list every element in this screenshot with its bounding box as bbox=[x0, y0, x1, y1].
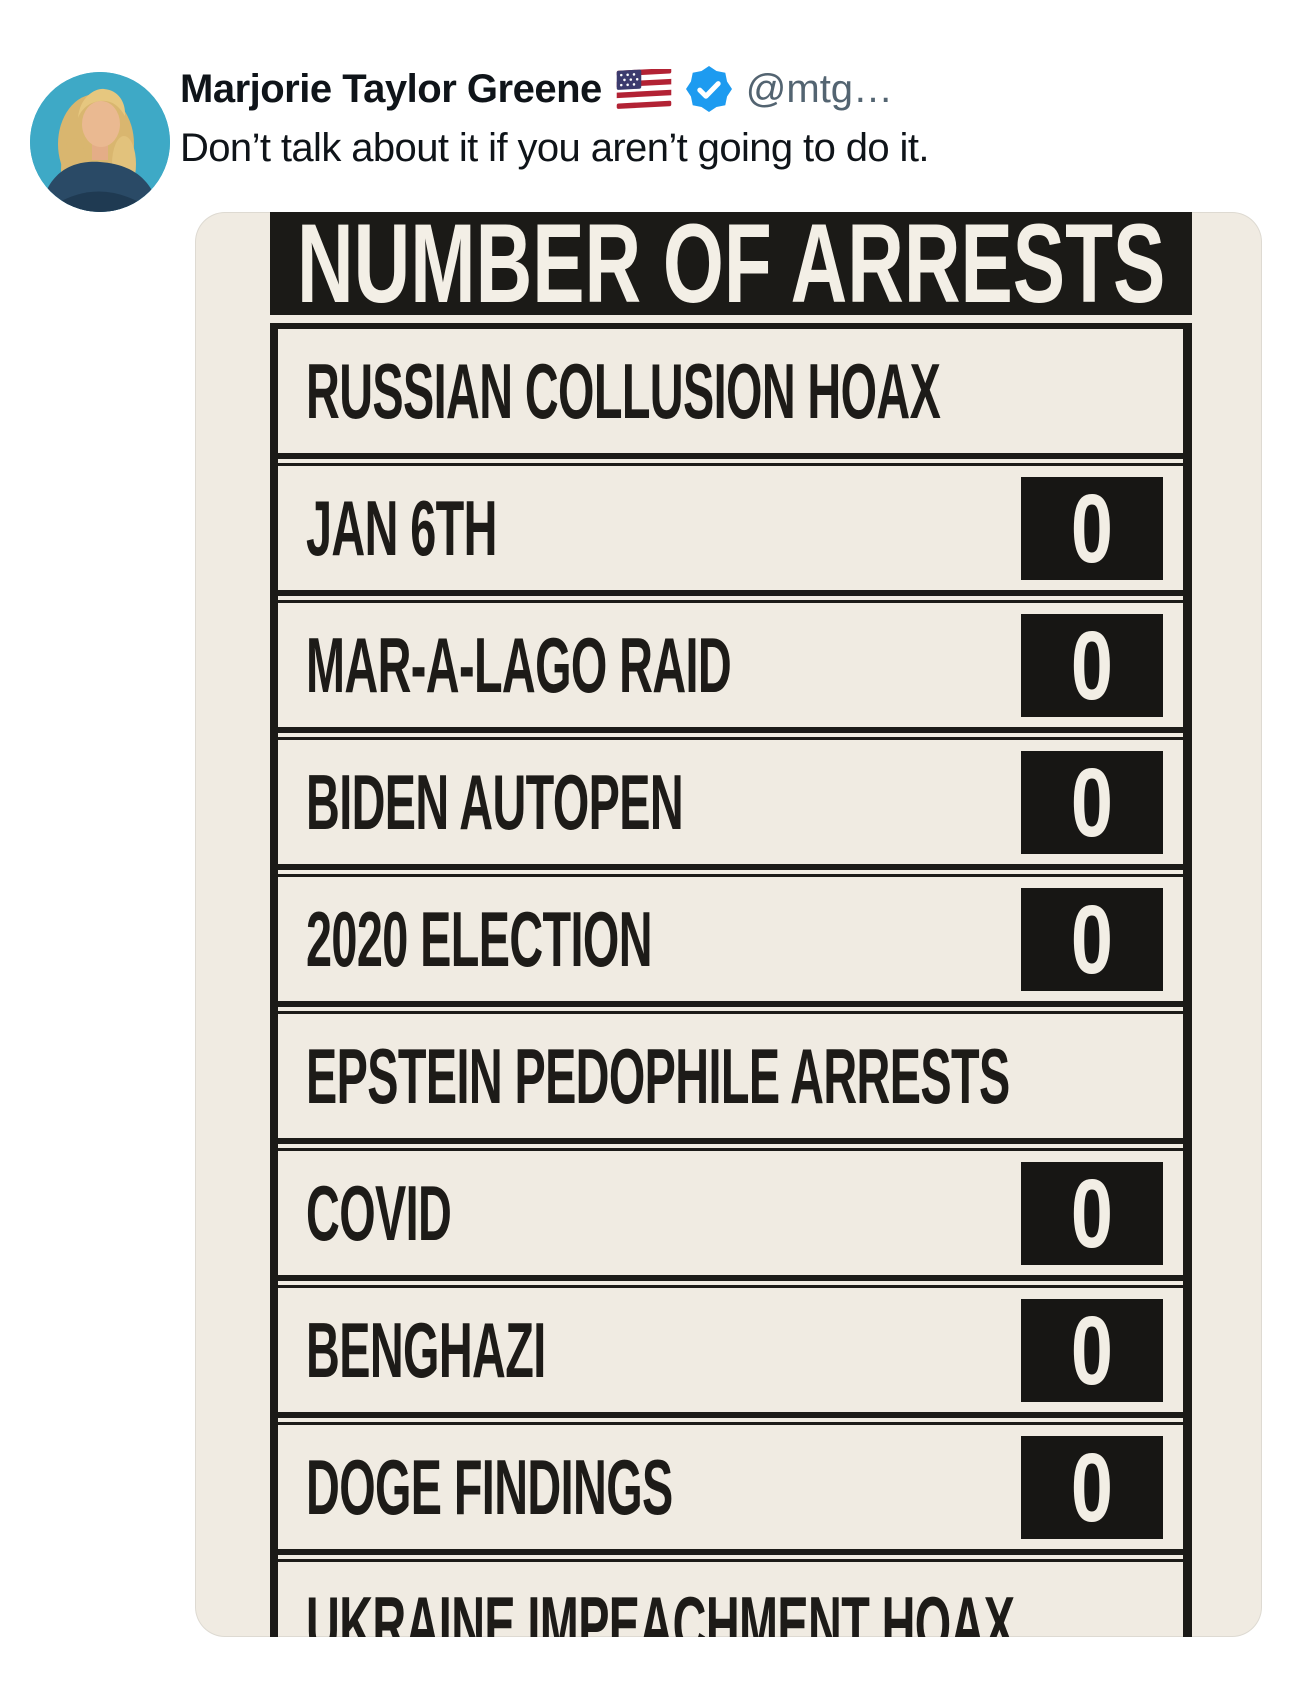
table-row: JAN 6TH 0 bbox=[278, 466, 1183, 590]
row-label: DOGE FINDINGS bbox=[306, 1443, 673, 1531]
row-label: COVID bbox=[306, 1169, 452, 1257]
arrests-table-header: NUMBER OF ARRESTS bbox=[270, 212, 1192, 315]
row-divider bbox=[278, 864, 1183, 877]
row-value: 0 bbox=[1070, 1432, 1114, 1542]
table-row: EPSTEIN PEDOPHILE ARRESTS 0 bbox=[278, 1014, 1183, 1138]
table-row: MAR-A-LAGO RAID 0 bbox=[278, 603, 1183, 727]
row-label: MAR-A-LAGO RAID bbox=[306, 621, 732, 709]
row-label: BENGHAZI bbox=[306, 1306, 546, 1394]
row-value: 0 bbox=[1070, 1158, 1114, 1268]
tweet-image[interactable]: NUMBER OF ARRESTS RUSSIAN COLLUSION HOAX… bbox=[195, 212, 1262, 1637]
author-display-name[interactable]: Marjorie Taylor Greene bbox=[180, 66, 602, 111]
avatar-illustration bbox=[30, 72, 170, 212]
table-row: RUSSIAN COLLUSION HOAX 0 bbox=[278, 329, 1183, 453]
meme-rows: RUSSIAN COLLUSION HOAX 0 JAN 6TH 0 MAR-A… bbox=[270, 323, 1192, 1637]
table-row: COVID 0 bbox=[278, 1151, 1183, 1275]
row-label: UKRAINE IMPEACHMENT HOAX bbox=[306, 1580, 1015, 1637]
row-divider bbox=[278, 1275, 1183, 1288]
row-value-box: 0 bbox=[1021, 1295, 1163, 1405]
tweet-author-row: Marjorie Taylor Greene bbox=[180, 62, 893, 116]
row-value-box: 0 bbox=[1021, 1432, 1163, 1542]
table-row: DOGE FINDINGS 0 bbox=[278, 1425, 1183, 1549]
row-divider bbox=[278, 1001, 1183, 1014]
row-label: RUSSIAN COLLUSION HOAX bbox=[306, 347, 941, 435]
row-divider bbox=[278, 1412, 1183, 1425]
row-value: 0 bbox=[1070, 1295, 1114, 1405]
row-value-box: 0 bbox=[1021, 884, 1163, 994]
row-label: 2020 ELECTION bbox=[306, 895, 653, 983]
row-value-box: 0 bbox=[1021, 1158, 1163, 1268]
us-flag-icon bbox=[616, 68, 672, 109]
row-label: EPSTEIN PEDOPHILE ARRESTS bbox=[306, 1032, 1010, 1120]
row-value: 0 bbox=[1070, 610, 1114, 720]
row-divider bbox=[278, 727, 1183, 740]
row-value-box: 0 bbox=[1021, 747, 1163, 857]
row-divider bbox=[278, 1138, 1183, 1151]
row-divider bbox=[278, 453, 1183, 466]
arrests-table-title: NUMBER OF ARRESTS bbox=[296, 212, 1166, 315]
author-handle[interactable]: @mtg… bbox=[745, 66, 894, 111]
row-value: 0 bbox=[1070, 473, 1114, 583]
row-divider bbox=[278, 1549, 1183, 1562]
verified-badge-icon bbox=[685, 66, 732, 112]
table-row: UKRAINE IMPEACHMENT HOAX 0 bbox=[278, 1562, 1183, 1637]
avatar[interactable] bbox=[30, 72, 170, 212]
table-row: BIDEN AUTOPEN 0 bbox=[278, 740, 1183, 864]
row-divider bbox=[278, 590, 1183, 603]
row-value: 0 bbox=[1070, 747, 1114, 857]
row-value-box: 0 bbox=[1021, 610, 1163, 720]
table-row: BENGHAZI 0 bbox=[278, 1288, 1183, 1412]
row-label: BIDEN AUTOPEN bbox=[306, 758, 684, 846]
row-label: JAN 6TH bbox=[306, 484, 497, 572]
table-row: 2020 ELECTION 0 bbox=[278, 877, 1183, 1001]
tweet-text: Don’t talk about it if you aren’t going … bbox=[180, 126, 929, 170]
arrests-table: NUMBER OF ARRESTS RUSSIAN COLLUSION HOAX… bbox=[270, 212, 1192, 1637]
row-value-box: 0 bbox=[1021, 473, 1163, 583]
row-value: 0 bbox=[1070, 884, 1114, 994]
